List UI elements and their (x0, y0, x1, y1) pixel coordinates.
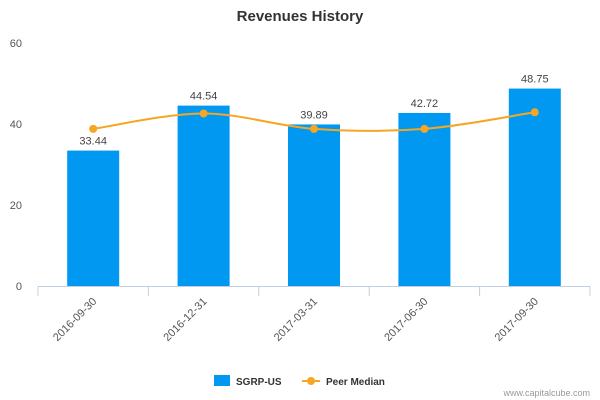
chart-title: Revenues History (237, 8, 364, 25)
credit-text: www.capitalcube.com (502, 388, 590, 398)
line-series (89, 108, 539, 133)
bar (67, 150, 120, 286)
peer-median-point (530, 108, 539, 117)
y-tick-label: 60 (10, 38, 22, 50)
bar-series: 33.44 44.54 39.89 42.72 48.75 (67, 74, 561, 287)
x-tick-label: 2016-09-30 (51, 296, 99, 344)
bar-data-label: 42.72 (411, 98, 439, 110)
bar (288, 124, 340, 287)
legend-label: Peer Median (326, 377, 385, 388)
y-tick-label: 20 (10, 200, 22, 212)
y-tick-label: 40 (10, 119, 22, 131)
legend-swatch-marker (307, 377, 315, 385)
bar (177, 105, 230, 286)
bar (398, 112, 451, 286)
x-tick-label: 2017-06-30 (382, 296, 430, 344)
x-tick-label: 2017-09-30 (493, 296, 541, 344)
y-tick-label: 0 (16, 281, 22, 293)
bar (508, 88, 561, 286)
bar-data-label: 39.89 (300, 109, 328, 121)
peer-median-point (89, 124, 98, 133)
peer-median-point (420, 124, 429, 133)
x-tick-label: 2016-12-31 (161, 296, 209, 344)
peer-median-point (199, 109, 208, 118)
legend-label: SGRP-US (236, 377, 282, 388)
bar-data-label: 48.75 (521, 74, 549, 86)
peer-median-point (310, 124, 318, 133)
legend-swatch-bar (214, 375, 230, 386)
x-tick-label: 2017-03-31 (272, 296, 320, 344)
bar-data-label: 44.54 (190, 91, 218, 103)
legend: SGRP-US Peer Median (214, 375, 385, 388)
bar-data-label: 33.44 (79, 136, 107, 148)
